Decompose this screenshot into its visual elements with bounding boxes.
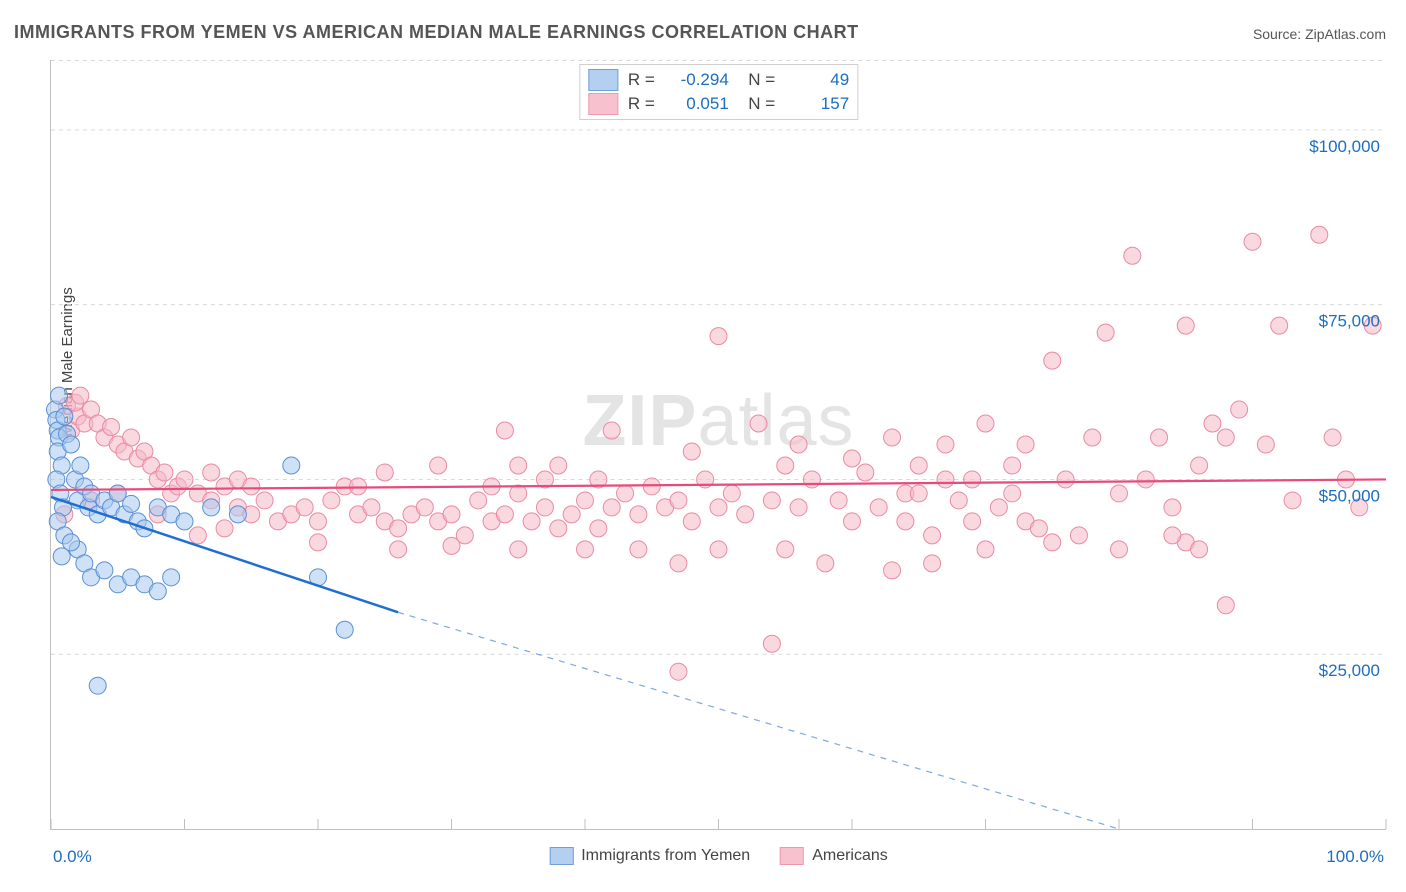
chart-svg: $25,000 $50,000 $75,000 $100,000 — [51, 60, 1386, 829]
legend-item-yemen: Immigrants from Yemen — [549, 847, 750, 865]
svg-text:$25,000: $25,000 — [1319, 661, 1380, 680]
legend-label-yemen: Immigrants from Yemen — [581, 847, 750, 865]
x-axis-min-label: 0.0% — [53, 847, 92, 867]
swatch-yemen-icon — [549, 847, 573, 865]
legend-label-americans: Americans — [812, 847, 888, 865]
svg-text:$50,000: $50,000 — [1319, 486, 1380, 505]
svg-text:$75,000: $75,000 — [1319, 312, 1380, 331]
series-legend: Immigrants from Yemen Americans — [549, 847, 888, 865]
svg-text:$100,000: $100,000 — [1309, 137, 1380, 156]
plot-area: Median Male Earnings ZIPatlas R = -0.294… — [50, 60, 1386, 830]
source-label-block: Source: ZipAtlas.com — [1253, 26, 1386, 42]
source-value: ZipAtlas.com — [1305, 26, 1386, 42]
legend-item-americans: Americans — [780, 847, 888, 865]
source-label: Source: — [1253, 26, 1301, 42]
x-axis-max-label: 100.0% — [1326, 847, 1384, 867]
swatch-americans-icon — [780, 847, 804, 865]
chart-title: IMMIGRANTS FROM YEMEN VS AMERICAN MEDIAN… — [14, 22, 859, 43]
